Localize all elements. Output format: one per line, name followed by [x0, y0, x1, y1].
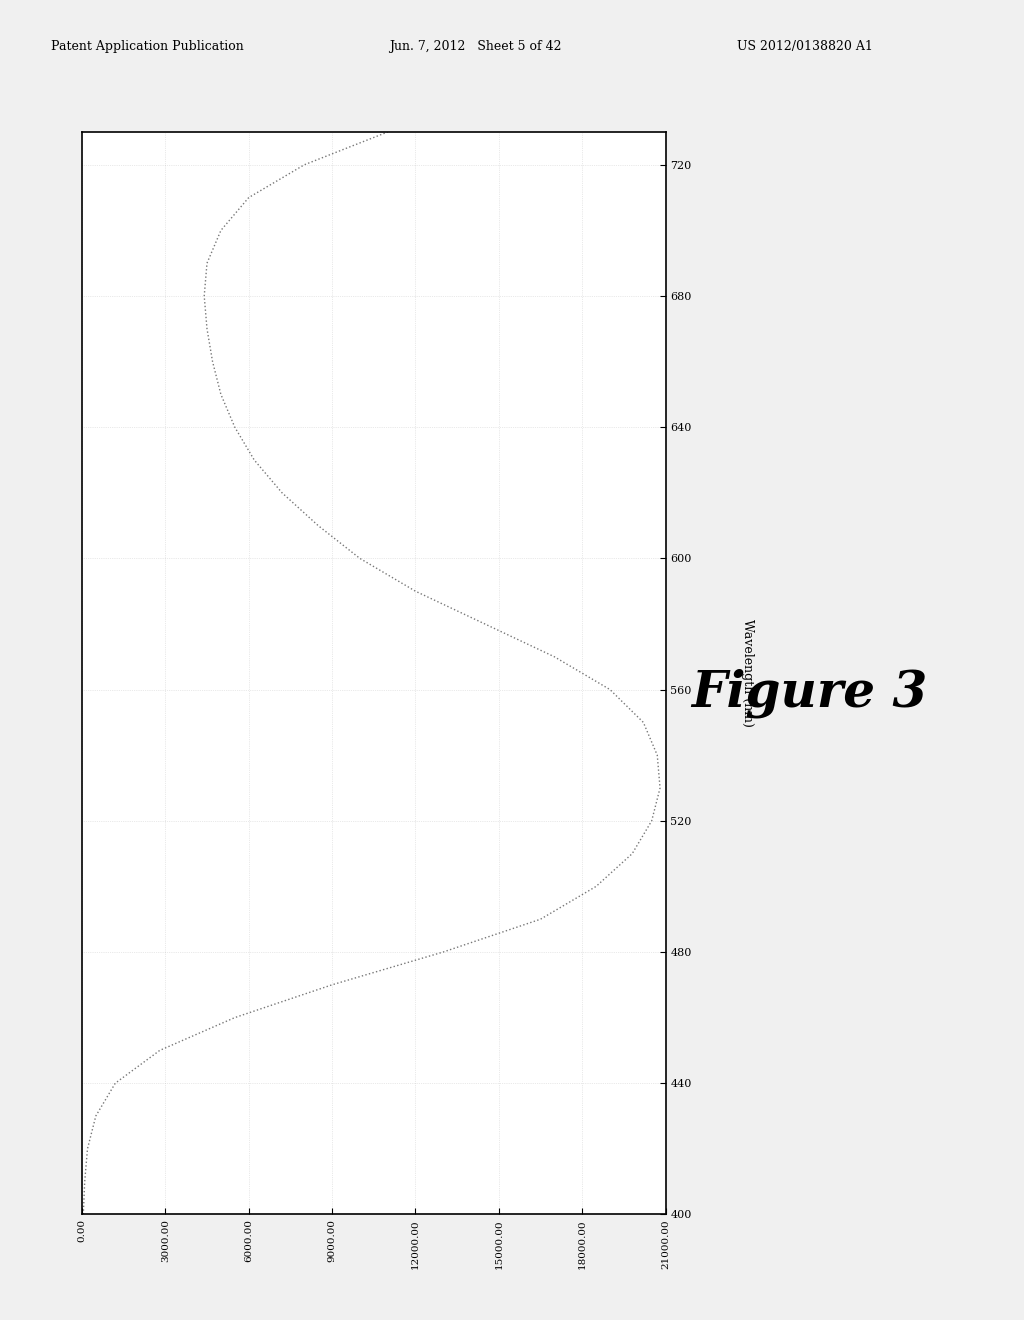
Text: US 2012/0138820 A1: US 2012/0138820 A1	[737, 40, 873, 53]
Text: Figure 3: Figure 3	[691, 668, 927, 718]
Text: Jun. 7, 2012   Sheet 5 of 42: Jun. 7, 2012 Sheet 5 of 42	[389, 40, 561, 53]
Text: Patent Application Publication: Patent Application Publication	[51, 40, 244, 53]
Y-axis label: Wavelength (nm): Wavelength (nm)	[741, 619, 755, 727]
